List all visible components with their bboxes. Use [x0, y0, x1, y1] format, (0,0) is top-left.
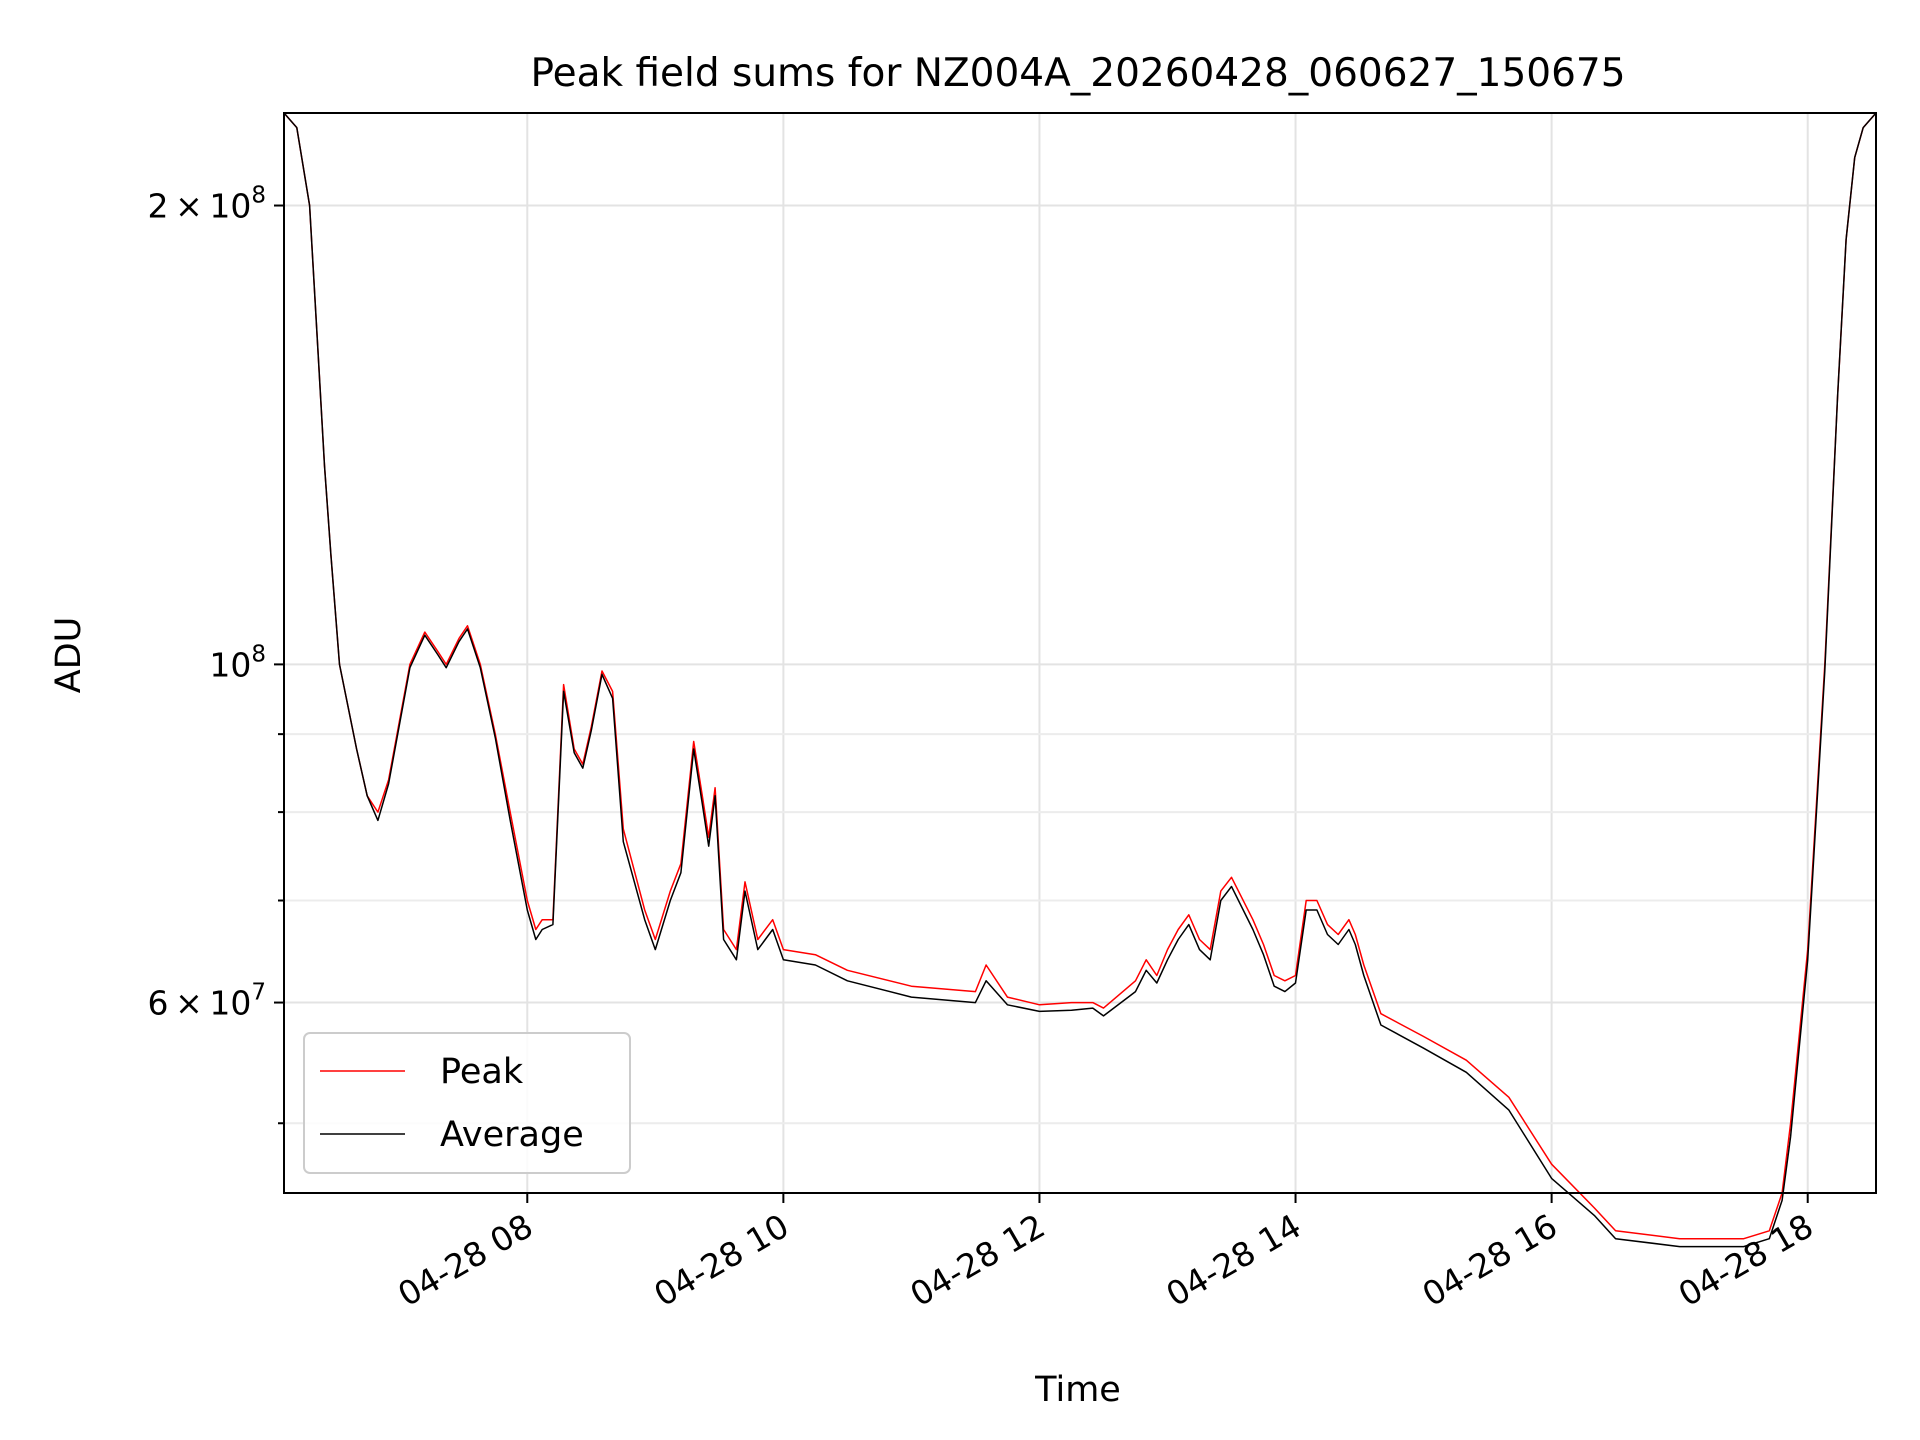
legend-label-average: Average — [440, 1115, 584, 1155]
legend-box — [303, 1032, 631, 1174]
x-tick-label: 04-28 16 — [1416, 1206, 1564, 1314]
plot-frame — [283, 112, 1877, 1194]
x-tick-label: 04-28 18 — [1672, 1206, 1820, 1314]
y-tick-label: 108 — [209, 641, 266, 684]
x-tick-label: 04-28 10 — [647, 1206, 795, 1314]
chart-title: Peak field sums for NZ004A_20260428_0606… — [530, 51, 1625, 96]
y-axis-label: ADU — [49, 617, 89, 694]
plot-area — [283, 112, 1877, 1248]
series-line-peak — [283, 112, 1877, 1240]
legend-label-peak: Peak — [440, 1052, 524, 1092]
x-tick-label: 04-28 08 — [391, 1206, 539, 1314]
series-line-average — [283, 112, 1877, 1248]
x-tick-label: 04-28 14 — [1160, 1206, 1308, 1314]
y-axis: 6 × 107 108 2 × 108 — [148, 183, 284, 1125]
grid — [284, 113, 1876, 1193]
legend: Peak Average — [303, 1032, 631, 1174]
y-tick-label: 6 × 107 — [148, 980, 266, 1023]
y-tick-label: 2 × 108 — [148, 183, 266, 226]
x-tick-label: 04-28 12 — [903, 1206, 1051, 1314]
x-axis: 04-28 08 04-28 10 04-28 12 04-28 14 04-28 16… — [391, 1193, 1820, 1314]
x-axis-label: Time — [1034, 1370, 1121, 1410]
